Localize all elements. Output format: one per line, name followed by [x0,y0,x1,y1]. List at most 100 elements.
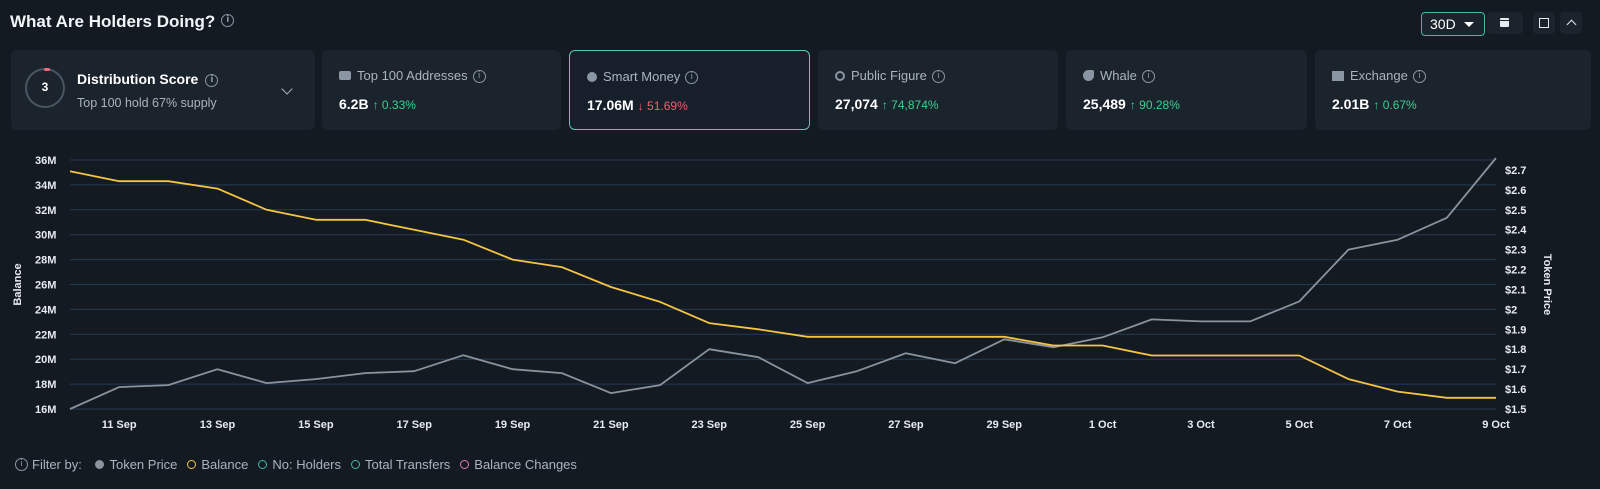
time-range-dropdown[interactable]: 30D [1421,12,1485,36]
brain-icon [587,71,597,82]
y2-tick-label: $2.7 [1505,165,1526,177]
info-icon[interactable]: i [931,70,945,84]
card-label-text: Exchange [1350,68,1408,83]
legend-dot-icon [258,460,268,470]
card-label: Smart Money i [587,69,699,85]
card-value: 6.2B ↑ 0.33% [339,96,416,112]
card-value-text: 25,489 [1083,96,1126,112]
x-tick-label: 13 Sep [200,419,236,431]
card-label: Whale i [1083,68,1155,84]
card-value: 25,489 ↑ 90.28% [1083,96,1180,112]
fullscreen-button[interactable] [1533,12,1555,34]
distribution-title-text: Distribution Score [77,71,199,87]
page-title-text: What Are Holders Doing? [10,12,216,31]
info-icon[interactable]: i [472,70,486,84]
collapse-button[interactable] [1560,12,1582,34]
x-tick-label: 17 Sep [396,419,432,431]
y2-tick-label: $1.7 [1505,364,1526,376]
info-icon[interactable]: i [685,71,699,85]
card-label-text: Smart Money [603,69,681,84]
chevron-down-icon[interactable] [281,83,293,95]
filter-label-text: Filter by: [32,457,82,472]
distribution-title: Distribution Score i [77,71,219,87]
filter-bar: i Filter by: Token Price Balance No: Holder… [15,457,587,472]
y2-tick-label: $1.5 [1505,404,1526,416]
caret-down-icon [1464,22,1474,27]
x-tick-label: 1 Oct [1089,419,1117,431]
legend-dot-icon [351,460,361,470]
legend-dot-icon [95,460,105,470]
filter-item-label: Total Transfers [365,457,451,472]
card-top-100-addresses[interactable]: Top 100 Addresses i 6.2B ↑ 0.33% [322,50,561,130]
score-ring [25,68,65,108]
series-line-balance [69,170,1496,399]
y-tick-label: 22M [35,329,56,341]
card-whale[interactable]: Whale i 25,489 ↑ 90.28% [1066,50,1307,130]
fullscreen-icon-corner [1539,23,1544,28]
holders-line-chart[interactable]: 16M 18M 20M 22M 24M 26M 28M 30M 32M 34M 36M $1.5 $1.… [0,145,1600,445]
card-value-text: 27,074 [835,96,878,112]
x-tick-label: 3 Oct [1187,419,1215,431]
card-exchange[interactable]: Exchange i 2.01B ↑ 0.67% [1315,50,1591,130]
x-tick-label: 11 Sep [102,419,137,431]
card-label-text: Top 100 Addresses [357,68,468,83]
score-value: 3 [41,80,49,94]
y2-tick-label: $2.2 [1505,265,1526,277]
filter-token-price[interactable]: Token Price [95,457,177,472]
y2-tick-label: $2.1 [1505,284,1526,296]
card-value-text: 17.06M [587,97,634,113]
y2-tick-label: $1.9 [1505,324,1526,336]
y-tick-label: 18M [35,379,56,391]
page-title: What Are Holders Doing? i [10,12,235,32]
y2-tick-label: $2.5 [1505,205,1526,217]
card-change: ↑ 0.33% [372,98,416,112]
info-icon[interactable]: i [1141,70,1155,84]
calendar-button[interactable] [1487,12,1523,34]
card-label: Exchange i [1332,68,1426,84]
card-value-text: 6.2B [339,96,369,112]
y-tick-label: 36M [35,155,56,167]
info-icon[interactable]: i [15,458,28,472]
card-change: ↑ 74,874% [881,98,939,112]
y2-tick-label: $2 [1505,304,1517,316]
y-tick-label: 34M [35,180,56,192]
x-tick-label: 15 Sep [298,419,334,431]
card-label-text: Public Figure [851,68,927,83]
y-tick-label: 30M [35,230,56,242]
y-tick-label: 32M [35,205,56,217]
y-tick-label: 20M [35,354,56,366]
card-label: Public Figure i [835,68,945,84]
legend-dot-icon [187,460,197,470]
card-value: 17.06M ↓ 51.69% [587,97,688,113]
filter-items: Token Price Balance No: Holders Total Trans… [95,457,586,472]
filter-label: i Filter by: [15,457,82,472]
filter-total-transfers[interactable]: Total Transfers [351,457,450,472]
distribution-score-card[interactable]: 3 Distribution Score i Top 100 hold 67% s… [11,50,315,130]
info-icon[interactable]: i [221,14,235,28]
y2-tick-label: $2.6 [1505,185,1526,197]
filter-balance-changes[interactable]: Balance Changes [460,457,577,472]
filter-balance[interactable]: Balance [187,457,248,472]
card-change: ↑ 0.67% [1373,98,1417,112]
x-tick-label: 27 Sep [888,419,924,431]
card-change: ↑ 90.28% [1129,98,1180,112]
metric-cards: 3 Distribution Score i Top 100 hold 67% s… [11,50,1591,130]
y-tick-label: 16M [35,404,56,416]
info-icon[interactable]: i [205,73,219,87]
wallet-icon [339,71,351,81]
card-public-figure[interactable]: Public Figure i 27,074 ↑ 74,874% [818,50,1058,130]
filter-no-holders[interactable]: No: Holders [258,457,341,472]
filter-item-label: No: Holders [272,457,342,472]
chevron-up-icon [1566,19,1577,30]
card-smart-money[interactable]: Smart Money i 17.06M ↓ 51.69% [569,50,810,130]
y-tick-label: 26M [35,280,56,292]
x-tick-label: 25 Sep [790,419,826,431]
y-tick-label: 24M [35,304,56,316]
y2-tick-label: $1.8 [1505,344,1526,356]
series-line-token-price [69,157,1497,410]
y2-tick-label: $2.4 [1505,225,1527,237]
info-icon[interactable]: i [1412,70,1426,84]
fullscreen-icon [1539,18,1544,23]
distribution-subtitle: Top 100 hold 67% supply [77,96,217,110]
card-label: Top 100 Addresses i [339,68,486,84]
